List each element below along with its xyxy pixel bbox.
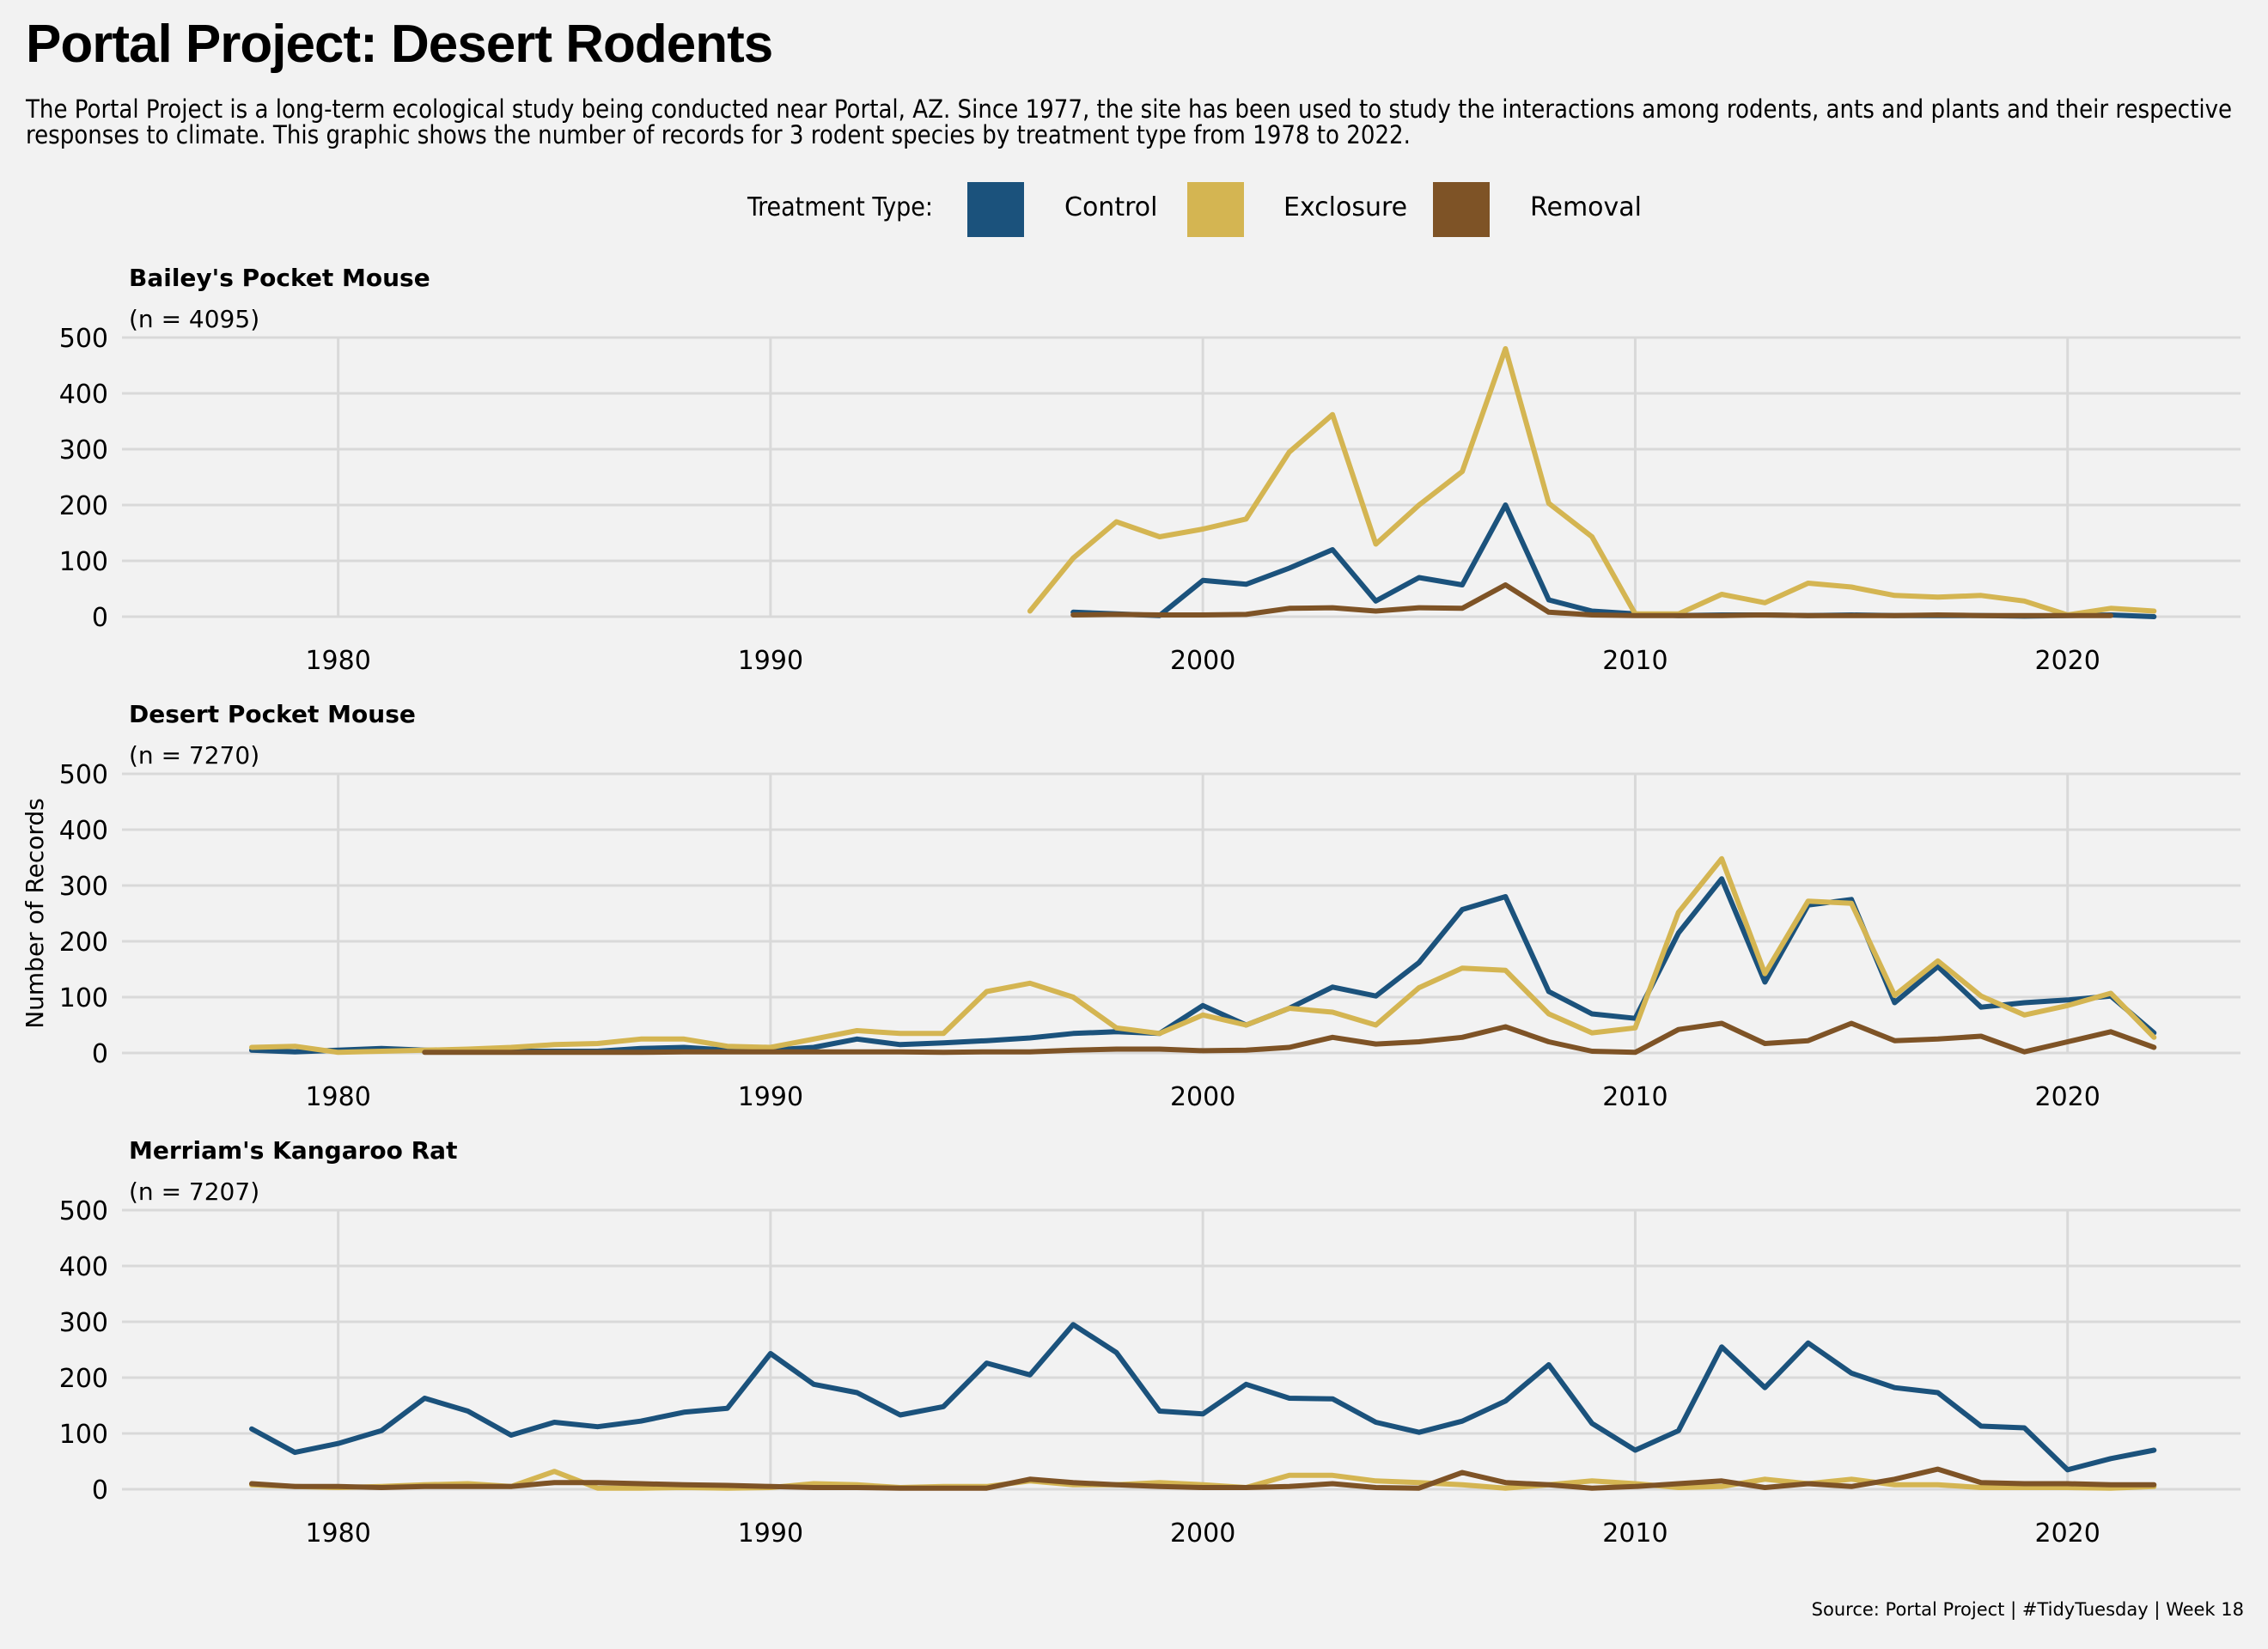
y-tick-label: 100 (59, 983, 108, 1013)
legend-label-exclosure: Exclosure (1283, 192, 1408, 222)
x-tick-label: 2000 (1170, 1082, 1235, 1112)
panel-0: 0 100 200 300 400 500 1980 1990 2000 2010 2020 Bail… (59, 264, 2241, 676)
series-line-exclosure (249, 1469, 2157, 1491)
x-tick-label: 2010 (1602, 646, 1667, 676)
series-line-exclosure (1027, 346, 2157, 618)
legend-key-removal (1433, 182, 1490, 237)
series-line-removal (249, 1466, 2157, 1491)
legend: Treatment Type: Control Exclosure Remova… (0, 179, 2268, 239)
x-tick-label: 2010 (1602, 1518, 1667, 1549)
x-tick-label: 2010 (1602, 1082, 1667, 1112)
panel-title: Bailey's Pocket Mouse (129, 264, 430, 292)
panel-2: 0 100 200 300 400 500 1980 1990 2000 2010 2020 Merr… (59, 1136, 2241, 1549)
x-tick-label: 1990 (738, 1082, 803, 1112)
chart-title: Portal Project: Desert Rodents (26, 15, 773, 74)
x-tick-label: 1990 (738, 1518, 803, 1549)
legend-key-control (967, 182, 1024, 237)
panel-subtitle: (n = 7207) (129, 1177, 259, 1206)
panel-title: Merriam's Kangaroo Rat (129, 1136, 457, 1165)
panel-1: 0 100 200 300 400 500 1980 1990 2000 2010 2020 Dese… (21, 700, 2241, 1112)
y-tick-label: 400 (59, 380, 108, 410)
y-tick-label: 500 (59, 1196, 108, 1226)
x-tick-label: 2020 (2035, 1518, 2100, 1549)
series-line-control (249, 1322, 2157, 1473)
y-tick-label: 200 (59, 928, 108, 958)
legend-title: Treatment Type: (747, 192, 934, 222)
y-tick-label: 100 (59, 547, 108, 577)
series-line-removal (1070, 582, 2113, 618)
y-tick-label: 0 (92, 1039, 108, 1069)
panel-subtitle: (n = 7270) (129, 741, 259, 770)
x-tick-label: 1990 (738, 646, 803, 676)
legend-label-control: Control (1064, 192, 1158, 222)
y-tick-label: 100 (59, 1420, 108, 1450)
y-tick-label: 0 (92, 1476, 108, 1506)
y-tick-label: 200 (59, 1364, 108, 1394)
x-tick-label: 1980 (305, 1518, 370, 1549)
panel-subtitle: (n = 4095) (129, 305, 259, 333)
legend-key-exclosure (1187, 182, 1244, 237)
y-tick-label: 0 (92, 603, 108, 633)
y-tick-label: 400 (59, 1252, 108, 1282)
y-tick-label: 200 (59, 491, 108, 521)
y-tick-label: 500 (59, 324, 108, 354)
y-tick-label: 300 (59, 1308, 108, 1338)
x-tick-label: 2020 (2035, 646, 2100, 676)
legend-label-removal: Removal (1530, 192, 1643, 222)
series-line-exclosure (249, 855, 2157, 1056)
x-tick-label: 2000 (1170, 1518, 1235, 1549)
y-tick-label: 300 (59, 872, 108, 902)
y-tick-label: 500 (59, 760, 108, 790)
x-tick-label: 2020 (2035, 1082, 2100, 1112)
y-tick-label: 300 (59, 435, 108, 465)
chart-subtitle: The Portal Project is a long-term ecolog… (26, 94, 2233, 149)
y-tick-label: 400 (59, 816, 108, 846)
panel-title: Desert Pocket Mouse (129, 700, 416, 728)
y-axis-label: Number of Records (21, 798, 49, 1029)
source-caption: Source: Portal Project | #TidyTuesday | … (1811, 1599, 2244, 1620)
x-tick-label: 1980 (305, 1082, 370, 1112)
x-tick-label: 2000 (1170, 646, 1235, 676)
series-line-removal (422, 1020, 2157, 1056)
x-tick-label: 1980 (305, 646, 370, 676)
